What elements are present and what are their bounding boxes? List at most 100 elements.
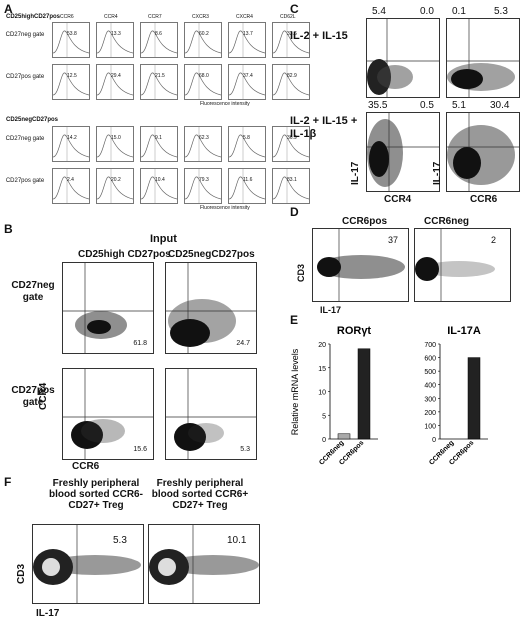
panel-a-value: 11.6 [243, 177, 253, 183]
panel-a-value: 15.0 [111, 135, 121, 141]
panel-c-xlabel-right: CCR6 [470, 194, 498, 205]
panel-a-histogram: 53.8 [52, 22, 90, 58]
panel-a-value: 14.2 [67, 135, 77, 141]
panel-a-row-label: CD27pos gate [5, 178, 45, 184]
panel-a-histogram: 20.2 [96, 168, 134, 204]
panel-a-value: 36.9 [287, 135, 297, 141]
panel-a-histogram: 14.2 [52, 126, 90, 162]
panel-a-value: 29.4 [111, 73, 121, 79]
panel-a-histogram: 21.5 [140, 64, 178, 100]
panel-f-value-1: 5.3 [113, 535, 127, 546]
panel-a-histogram: 68.0 [184, 64, 222, 100]
panel-e-bar [357, 348, 371, 440]
panel-b-plot-2: 24.7 [165, 262, 257, 354]
panel-e-tick-label: 200 [424, 410, 436, 417]
panel-e-tick-label: 300 [424, 396, 436, 403]
panel-a-histogram: 5.8 [228, 126, 266, 162]
panel-f-plot-2: 10.1 [148, 524, 260, 604]
panel-a-value: 62.3 [199, 135, 209, 141]
panel-c-plot-2 [446, 18, 520, 98]
panel-f-ylabel: CD3 [16, 563, 27, 584]
panel-e-bar [337, 433, 351, 440]
panel-c-value-4a: 5.1 [452, 100, 466, 111]
panel-a-marker-label: CCR7 [148, 14, 162, 20]
panel-a-value: 82.9 [287, 73, 297, 79]
panel-c-value-1b: 0.0 [420, 6, 434, 17]
panel-b-input-label: Input [150, 233, 177, 245]
panel-a-histogram: 79.3 [184, 168, 222, 204]
panel-b-letter: B [4, 222, 13, 236]
panel-b-col1: CD25high CD27pos [78, 249, 171, 260]
panel-a-marker-label: CCR6 [60, 14, 74, 20]
panel-d-ylabel: CD3 [296, 263, 306, 282]
panel-a-histogram: 29.4 [96, 64, 134, 100]
panel-a-histogram: 60.2 [184, 22, 222, 58]
panel-a-histogram: 36.9 [272, 126, 310, 162]
panel-e-tick-label: 400 [424, 383, 436, 390]
panel-b-col2: CD25negCD27pos [168, 249, 255, 260]
panel-e-tick-label: 500 [424, 369, 436, 376]
panel-b-value-1: 61.8 [133, 340, 147, 347]
panel-a-marker-label: CD62L [280, 14, 296, 20]
panel-e-tick-label: 15 [318, 366, 326, 373]
panel-a-value: 68.0 [199, 73, 209, 79]
panel-a-histogram: 9.1 [140, 126, 178, 162]
panel-b-row1-label: CD27neg gate [11, 280, 55, 303]
panel-a-value: 12.5 [67, 73, 77, 79]
panel-c-ylabel-right: IL-17 [432, 161, 443, 185]
panel-a-value: 53.8 [67, 31, 77, 37]
panel-a-value: 37.4 [243, 73, 253, 79]
panel-a-marker-label: CXCR3 [192, 14, 209, 20]
panel-a-value: 10.4 [155, 177, 165, 183]
panel-a-histogram: 82.9 [272, 64, 310, 100]
panel-a-histogram: 13.3 [96, 22, 134, 58]
panel-e-tick-label: 0 [322, 437, 326, 444]
panel-a-histogram: 33.6 [272, 22, 310, 58]
panel-e-tick-label: 0 [432, 437, 436, 444]
panel-f-title-2: Freshly peripheral blood sorted CCR6+ CD… [151, 478, 249, 511]
panel-a-histogram: 2.4 [52, 168, 90, 204]
panel-e-chart-title: RORγt [337, 325, 372, 337]
panel-a-marker-label: CCR4 [104, 14, 118, 20]
panel-b-plot-4: 5.3 [165, 368, 257, 460]
panel-d-letter: D [290, 205, 299, 219]
panel-e-tick-label: 700 [424, 342, 436, 349]
panel-b-value-4: 5.3 [240, 446, 250, 453]
panel-d-xlabel: IL-17 [320, 305, 342, 315]
panel-c-value-4b: 30.4 [490, 100, 510, 111]
panel-c-letter: C [290, 2, 299, 16]
panel-a-histogram: 10.4 [140, 168, 178, 204]
panel-f-plot-1: 5.3 [32, 524, 144, 604]
panel-b-value-2: 24.7 [236, 340, 250, 347]
panel-a-histogram: 83.1 [272, 168, 310, 204]
panel-a-value: 60.2 [199, 31, 209, 37]
panel-c-plot-4 [446, 112, 520, 192]
panel-a-value: 9.1 [155, 135, 162, 141]
panel-a-value: 79.3 [199, 177, 209, 183]
panel-a-value: 5.8 [243, 135, 250, 141]
panel-a-value: 33.6 [287, 31, 297, 37]
panel-e-tick-label: 100 [424, 423, 436, 430]
panel-f-title-1: Freshly peripheral blood sorted CCR6- CD… [49, 478, 143, 511]
panel-a-group2-title: CD25negCD27pos [6, 117, 59, 123]
panel-e-letter: E [290, 313, 299, 327]
panel-e-tick-label: 20 [318, 342, 326, 349]
panel-c-plot-1 [366, 18, 440, 98]
panel-e-tick-label: 5 [322, 413, 326, 420]
panel-c-value-3a: 35.5 [368, 100, 388, 111]
panel-d-value-1: 37 [387, 235, 398, 245]
panel-d-plot-2: 2 [414, 228, 511, 302]
panel-b-plot-1: 61.8 [62, 262, 154, 354]
panel-c-value-3b: 0.5 [420, 100, 434, 111]
panel-a-row-label: CD27neg gate [5, 32, 45, 38]
panel-a-histogram: 37.4 [228, 64, 266, 100]
panel-d-plot-1: 37 [312, 228, 409, 302]
panel-f-value-2: 10.1 [227, 535, 247, 546]
panel-a-xaxis-1: Fluorescence intensity [200, 101, 250, 107]
panel-a-xaxis-2: Fluorescence intensity [200, 205, 250, 211]
panel-a-histogram: 8.6 [140, 22, 178, 58]
panel-a-value: 21.5 [155, 73, 165, 79]
panel-a-row-label: CD27pos gate [5, 74, 45, 80]
panel-a-value: 2.4 [67, 177, 74, 183]
panel-e-bar [467, 357, 481, 440]
